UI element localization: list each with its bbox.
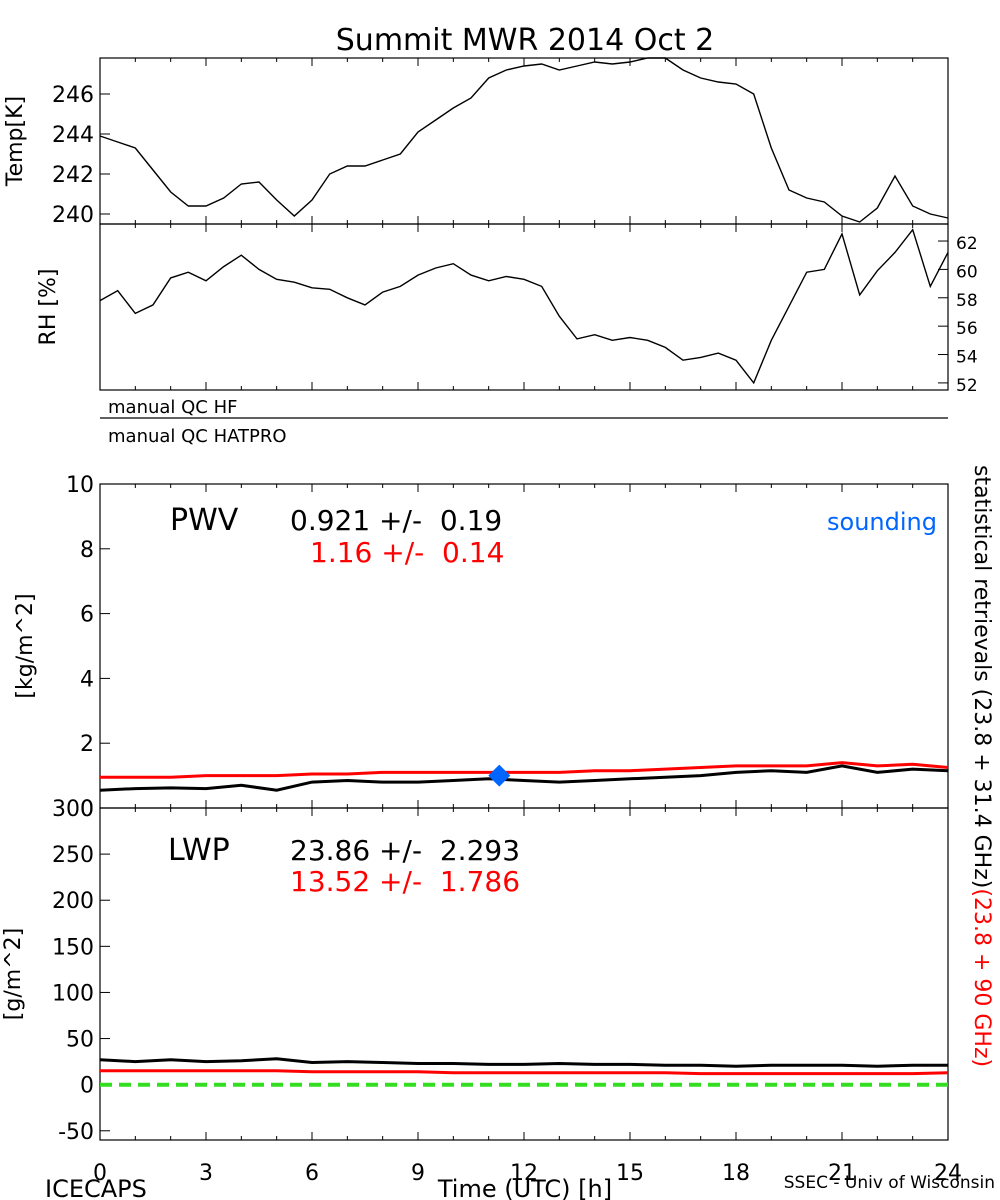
temp-panel: 240 242 244 246 Temp[K] bbox=[3, 57, 949, 228]
qc-section: manual QC HF manual QC HATPRO bbox=[100, 397, 948, 447]
pwv-black-stat: 0.921 +/- 0.19 bbox=[290, 504, 502, 537]
temp-ytick-label-0: 240 bbox=[52, 203, 94, 228]
temp-plot-frame bbox=[99, 57, 949, 225]
rh-ytick-label-4: 60 bbox=[956, 262, 978, 282]
rh-ytick-label-3: 58 bbox=[956, 291, 978, 311]
lwp-ytick-label-4: 150 bbox=[52, 935, 94, 960]
rh-ytick-label-2: 56 bbox=[956, 319, 978, 339]
qc-label-hatpro: manual QC HATPRO bbox=[108, 426, 287, 447]
temp-y-axis-label: Temp[K] bbox=[3, 96, 28, 187]
lwp-red-stat: 13.52 +/- 1.786 bbox=[290, 865, 520, 898]
lwp-y-axis-label: [g/m^2] bbox=[1, 928, 26, 1020]
pwv-red-stat: 1.16 +/- 0.14 bbox=[310, 536, 504, 569]
lwp-xtick-label-2: 6 bbox=[305, 1161, 319, 1186]
pwv-panel: 0 2 4 6 8 10 [kg/m^2] bbox=[13, 473, 949, 822]
x-axis-label: Time (UTC) [h] bbox=[437, 1175, 612, 1200]
pwv-ytick-label-1: 2 bbox=[80, 732, 94, 757]
right-retrieval-label: statistical retrievals (23.8 + 31.4 GHz)… bbox=[969, 465, 994, 1067]
lwp-xtick-label-6: 18 bbox=[722, 1161, 750, 1186]
right-label-red: (23.8 + 90 GHz) bbox=[969, 888, 994, 1067]
rh-ytick-label-1: 54 bbox=[956, 348, 978, 368]
pwv-series-0 bbox=[99, 764, 949, 792]
right-label-black: statistical retrievals (23.8 + 31.4 GHz) bbox=[969, 465, 994, 888]
lwp-ytick-label-3: 100 bbox=[52, 981, 94, 1006]
chart-title: Summit MWR 2014 Oct 2 bbox=[336, 23, 714, 58]
lwp-xtick-label-0: 0 bbox=[93, 1161, 107, 1186]
lwp-name: LWP bbox=[168, 833, 230, 868]
pwv-stats: PWV 0.921 +/- 0.19 1.16 +/- 0.14 soundin… bbox=[170, 503, 937, 569]
pwv-ytick-label-5: 10 bbox=[66, 473, 94, 498]
lwp-ytick-label-5: 200 bbox=[52, 889, 94, 914]
temp-ytick-label-1: 242 bbox=[52, 163, 94, 188]
pwv-sounding-marker-0 bbox=[488, 764, 511, 787]
qc-label-hf: manual QC HF bbox=[108, 397, 237, 418]
sounding-label: sounding bbox=[827, 508, 937, 536]
pwv-name: PWV bbox=[170, 503, 239, 538]
lwp-stats: LWP 23.86 +/- 2.293 13.52 +/- 1.786 bbox=[168, 833, 520, 898]
rh-plot-frame bbox=[99, 223, 949, 391]
lwp-series-1 bbox=[100, 1069, 949, 1076]
rh-ytick-label-0: 52 bbox=[956, 376, 978, 396]
lwp-ytick-label-7: 300 bbox=[52, 797, 94, 822]
rh-y-axis-label: RH [%] bbox=[36, 269, 61, 346]
lwp-series-0 bbox=[99, 1057, 948, 1068]
lwp-ytick-label-2: 50 bbox=[66, 1028, 94, 1053]
pwv-series-1 bbox=[100, 761, 949, 779]
footer-right: SSEC - Univ of Wisconsin bbox=[784, 1173, 995, 1193]
rh-series-0 bbox=[99, 228, 949, 385]
lwp-xtick-label-7: 21 bbox=[828, 1161, 856, 1186]
footer-left: ICECAPS bbox=[45, 1175, 147, 1200]
pwv-ytick-label-3: 6 bbox=[80, 603, 94, 628]
rh-panel: 52 54 56 58 60 62 RH [%] bbox=[36, 223, 978, 396]
lwp-xtick-label-8: 24 bbox=[934, 1161, 962, 1186]
pwv-ytick-label-4: 8 bbox=[80, 538, 94, 563]
lwp-xtick-label-3: 9 bbox=[411, 1161, 425, 1186]
pwv-ytick-label-0: 0 bbox=[80, 797, 94, 822]
temp-ytick-label-3: 246 bbox=[52, 83, 94, 108]
pwv-y-axis-label: [kg/m^2] bbox=[13, 593, 38, 698]
lwp-black-stat: 23.86 +/- 2.293 bbox=[290, 834, 520, 867]
lwp-ytick-label-6: 250 bbox=[52, 843, 94, 868]
temp-ytick-label-2: 244 bbox=[52, 123, 94, 148]
lwp-ytick-label-1: 0 bbox=[80, 1074, 94, 1099]
rh-ytick-label-5: 62 bbox=[956, 234, 978, 254]
lwp-xtick-label-1: 3 bbox=[199, 1161, 213, 1186]
pwv-ytick-label-2: 4 bbox=[80, 667, 94, 692]
temp-series-0 bbox=[99, 57, 949, 223]
lwp-xtick-label-4: 12 bbox=[510, 1161, 538, 1186]
lwp-xtick-label-5: 15 bbox=[616, 1161, 644, 1186]
lwp-ytick-label-0: -50 bbox=[58, 1120, 94, 1145]
